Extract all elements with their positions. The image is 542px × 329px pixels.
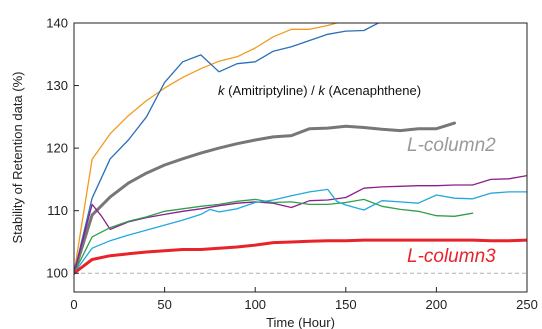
y-tick-label: 110 bbox=[47, 203, 68, 218]
ratio-numerator: (Amitriptyline) / bbox=[225, 83, 319, 98]
series-line-5 bbox=[74, 198, 474, 274]
y-axis: 100 110 120 130 140 bbox=[46, 16, 79, 281]
y-tick-label: 120 bbox=[46, 141, 68, 156]
l-column2-label: L-column2 bbox=[407, 135, 496, 156]
x-tick-label: 200 bbox=[426, 297, 448, 312]
x-axis-title: Time (Hour) bbox=[266, 315, 335, 329]
plot-frame bbox=[73, 22, 528, 293]
x-tick-label: 0 bbox=[70, 297, 77, 312]
y-tick-label: 130 bbox=[46, 78, 68, 93]
series-line-7 bbox=[74, 238, 527, 275]
series-line-2 bbox=[74, 23, 380, 274]
x-tick-label: 100 bbox=[244, 297, 266, 312]
x-tick-label: 50 bbox=[157, 297, 171, 312]
y-axis-title: Stability of Retention data (%) bbox=[10, 72, 25, 244]
l-column3-label: L-column3 bbox=[407, 246, 496, 267]
series-layer bbox=[74, 23, 527, 275]
ratio-denominator: (Acenaphthene) bbox=[325, 83, 421, 98]
ratio-k1: k bbox=[218, 83, 226, 98]
series-line-1 bbox=[74, 23, 338, 274]
x-tick-label: 250 bbox=[516, 297, 538, 312]
y-tick-label: 100 bbox=[46, 266, 68, 281]
series-line-3 bbox=[74, 121, 456, 275]
x-axis: 0 50 100 150 200 250 bbox=[70, 287, 538, 312]
ratio-annotation: k (Amitriptyline) / k (Acenaphthene) bbox=[218, 83, 421, 98]
x-tick-label: 150 bbox=[335, 297, 357, 312]
series-line-6 bbox=[74, 188, 527, 274]
y-tick-label: 140 bbox=[46, 16, 68, 31]
ratio-k2: k bbox=[318, 83, 326, 98]
